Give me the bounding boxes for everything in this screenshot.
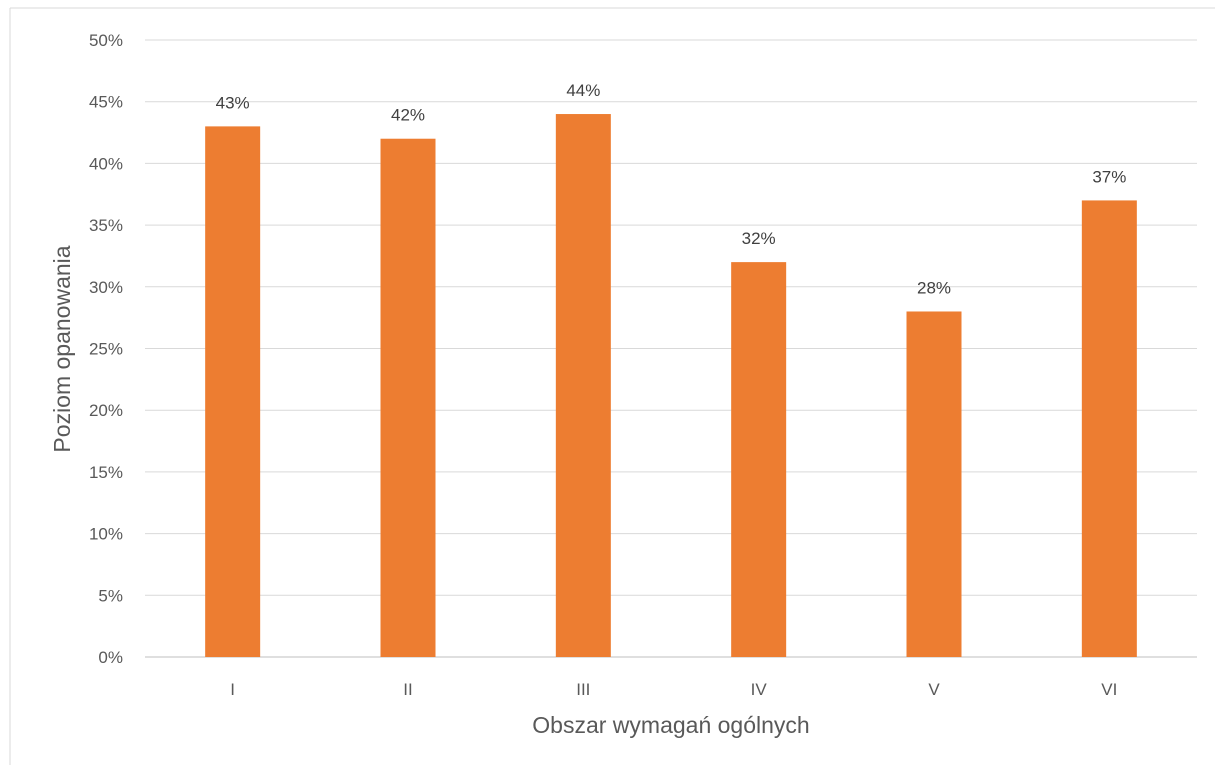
bar — [205, 126, 261, 657]
x-tick-label: V — [928, 680, 940, 699]
y-axis-tick-labels: 0% 5% 10% 15% 20% 25% 30% 35% 40% 45% 50% — [89, 31, 123, 667]
y-tick-label: 0% — [98, 648, 123, 667]
data-label: 32% — [742, 229, 776, 248]
bar — [731, 262, 787, 657]
bar — [555, 114, 611, 658]
y-tick-label: 30% — [89, 278, 123, 297]
y-tick-label: 40% — [89, 154, 123, 173]
y-tick-label: 20% — [89, 401, 123, 420]
data-label: 43% — [216, 93, 250, 112]
y-tick-label: 25% — [89, 340, 123, 359]
x-tick-label: I — [230, 680, 235, 699]
data-label: 42% — [391, 106, 425, 125]
data-label: 28% — [917, 278, 951, 297]
y-tick-label: 50% — [89, 31, 123, 50]
bar — [1081, 200, 1137, 658]
bars — [205, 114, 1137, 658]
x-tick-label: VI — [1101, 680, 1117, 699]
y-axis-title: Poziom opanowania — [49, 245, 75, 452]
data-label: 37% — [1092, 167, 1126, 186]
x-tick-label: IV — [751, 680, 768, 699]
y-tick-label: 35% — [89, 216, 123, 235]
bar — [906, 311, 962, 657]
y-tick-label: 45% — [89, 93, 123, 112]
data-label: 44% — [566, 81, 600, 100]
x-axis-tick-labels: I II III IV V VI — [230, 680, 1117, 699]
gridlines — [145, 39, 1197, 658]
bar — [380, 138, 436, 658]
x-axis-title: Obszar wymagań ogólnych — [532, 712, 809, 738]
y-tick-label: 10% — [89, 525, 123, 544]
x-tick-label: II — [403, 680, 412, 699]
data-labels: 43% 42% 44% 32% 28% 37% — [216, 81, 1127, 297]
y-tick-label: 15% — [89, 463, 123, 482]
y-tick-label: 5% — [98, 586, 123, 605]
x-tick-label: III — [576, 680, 590, 699]
